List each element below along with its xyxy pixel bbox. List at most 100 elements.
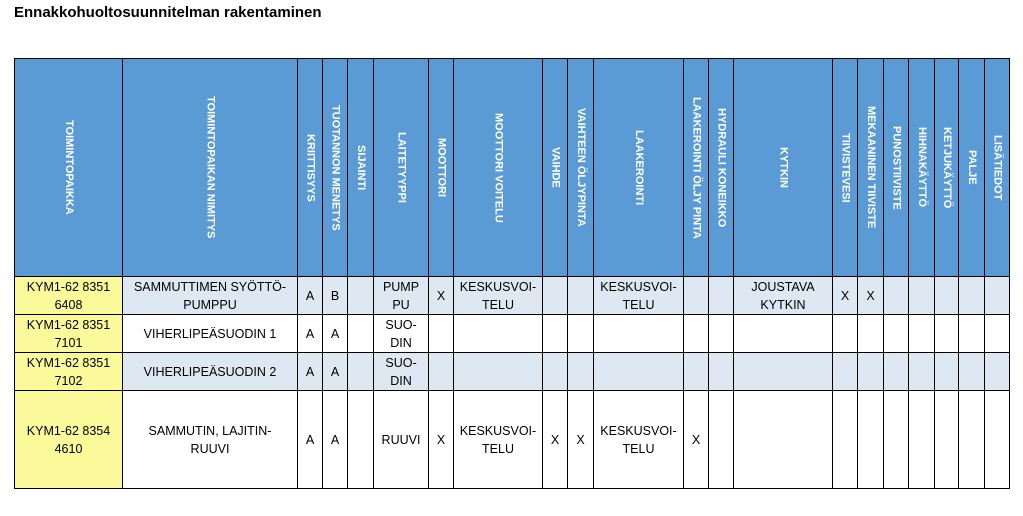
table-cell	[542, 352, 568, 391]
column-header: LAITETYYPPI	[373, 58, 429, 277]
column-header: MOOTTORI	[428, 58, 454, 277]
table-cell	[984, 314, 1010, 353]
table-cell: A	[297, 314, 323, 353]
table-cell: X	[857, 276, 884, 315]
table-cell	[958, 390, 985, 489]
table-cell	[683, 352, 709, 391]
table-cell: A	[297, 390, 323, 489]
table-cell: KESKUSVOI- TELU	[453, 276, 543, 315]
table-cell: SAMMUTIN, LAJITIN- RUUVI	[122, 390, 298, 489]
column-header-text: MOOTTORI	[435, 137, 448, 198]
table-cell: VIHERLIPEÄSUODIN 1	[122, 314, 298, 353]
table-cell: X	[832, 276, 858, 315]
table-cell	[958, 276, 985, 315]
table-cell: JOUSTAVA KYTKIN	[733, 276, 833, 315]
column-header-text: TOIMINTOPAIKAN NIMITYS	[204, 96, 217, 239]
table-cell	[934, 390, 959, 489]
column-header-text: PUNOSTIIVISTE	[890, 125, 903, 210]
table-cell: SUO- DIN	[373, 352, 429, 391]
table-cell	[708, 314, 734, 353]
table-cell	[708, 276, 734, 315]
column-header: LAAKEROINTI	[593, 58, 684, 277]
table-cell	[593, 314, 684, 353]
table-cell	[832, 352, 858, 391]
column-header-text: VAIHTEEN ÖLJYPINTA	[575, 108, 587, 227]
table-cell	[733, 352, 833, 391]
table-cell: A	[322, 390, 348, 489]
table-cell	[347, 276, 374, 315]
table-cell: SUO- DIN	[373, 314, 429, 353]
table-cell	[683, 276, 709, 315]
location-cell: KYM1-62 8354 4610	[14, 390, 123, 489]
column-header: VAIHDE	[542, 58, 568, 277]
table-cell	[708, 352, 734, 391]
table-cell	[958, 352, 985, 391]
column-header-text: VAIHDE	[549, 147, 562, 188]
column-header-text: LAITETYYPPI	[395, 132, 408, 203]
table-row: KYM1-62 8354 4610 SAMMUTIN, LAJITIN- RUUV…	[14, 390, 1010, 489]
table-cell: X	[683, 390, 709, 489]
location-cell: KYM1-62 8351 7101	[14, 314, 123, 353]
column-header: TOIMINTOPAIKKA	[14, 58, 123, 277]
table-cell	[683, 314, 709, 353]
column-header: KETJUKÄYTTÖ	[934, 58, 959, 277]
column-header-text: KYTKIN	[777, 147, 790, 188]
column-header: LISÄTIEDOT	[984, 58, 1010, 277]
column-header: KRIITTISYYS	[297, 58, 323, 277]
table-cell	[908, 314, 935, 353]
table-cell	[958, 314, 985, 353]
column-header-text: LAAKEROINTI	[633, 129, 645, 206]
column-header-text: LAAKEROINTI ÖLJY PINTA	[690, 96, 703, 239]
table-cell: A	[297, 276, 323, 315]
table-cell: B	[322, 276, 348, 315]
table-cell	[832, 390, 858, 489]
table-cell	[542, 314, 568, 353]
column-header: TOIMINTOPAIKAN NIMITYS	[122, 58, 298, 277]
table-cell: X	[542, 390, 568, 489]
column-header-text: HYDRAULI KONEIKKO	[715, 107, 728, 228]
table-cell	[542, 276, 568, 315]
column-header: LAAKEROINTI ÖLJY PINTA	[683, 58, 709, 277]
table-cell	[883, 390, 909, 489]
table-cell: VIHERLIPEÄSUODIN 2	[122, 352, 298, 391]
table-cell	[934, 314, 959, 353]
table-cell	[908, 276, 935, 315]
table-cell	[857, 314, 884, 353]
column-header-text: TUOTANNON MENETYS	[329, 104, 342, 231]
column-header: HYDRAULI KONEIKKO	[708, 58, 734, 277]
table-cell: KESKUSVOI- TELU	[593, 276, 684, 315]
table-cell: A	[297, 352, 323, 391]
column-header-text: MOOTTORI VOITELU	[492, 112, 505, 223]
table-cell	[347, 314, 374, 353]
table-cell	[857, 352, 884, 391]
column-header: KYTKIN	[733, 58, 833, 277]
column-header: PALJE	[958, 58, 985, 277]
table-cell	[883, 352, 909, 391]
table-cell	[908, 352, 935, 391]
table-cell	[708, 390, 734, 489]
table-row: KYM1-62 8351 7102 VIHERLIPEÄSUODIN 2 A A SUO…	[14, 352, 1010, 391]
column-header: PUNOSTIIVISTE	[883, 58, 909, 277]
table-cell: KESKUSVOI- TELU	[453, 390, 543, 489]
table-cell	[347, 352, 374, 391]
table-cell: PUMP PU	[373, 276, 429, 315]
column-header-text: SIJAINTI	[355, 144, 367, 191]
table-cell	[567, 352, 594, 391]
table-cell	[883, 314, 909, 353]
table-cell: X	[567, 390, 594, 489]
table-cell	[883, 276, 909, 315]
column-header: MEKAANINEN TIIVISTE	[857, 58, 884, 277]
table-cell: X	[428, 390, 454, 489]
column-header-text: KRIITTISYYS	[304, 133, 317, 202]
column-header: TIIVISTEVESI	[832, 58, 858, 277]
column-header-text: KETJUKÄYTTÖ	[941, 126, 953, 209]
column-header: SIJAINTI	[347, 58, 374, 277]
column-header-text: TIIVISTEVESI	[839, 132, 852, 203]
table-cell	[857, 390, 884, 489]
table-cell	[428, 314, 454, 353]
table-cell: SAMMUTTIMEN SYÖTTÖ- PUMPPU	[122, 276, 298, 315]
table-cell: X	[428, 276, 454, 315]
maintenance-table: TOIMINTOPAIKKA TOIMINTOPAIKAN NIMITYS KRII…	[14, 58, 1010, 489]
table-cell	[733, 314, 833, 353]
